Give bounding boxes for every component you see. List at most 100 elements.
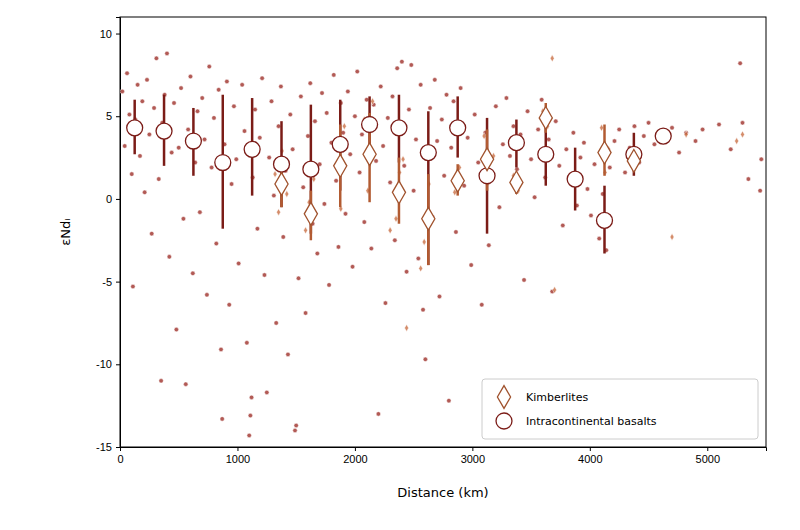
summary-marker (127, 120, 143, 136)
sample-point (582, 140, 587, 145)
x-tick-mark (590, 447, 591, 451)
sample-point (260, 76, 265, 81)
sample-point (480, 303, 485, 308)
y-tick-label: -15 (96, 441, 112, 453)
sample-point (418, 83, 423, 88)
y-axis: -15-10-50510 (96, 18, 120, 454)
sample-point (553, 119, 558, 124)
sample-point (131, 284, 136, 289)
sample-point (227, 303, 232, 308)
sample-point (154, 56, 159, 61)
summary-marker (539, 106, 552, 129)
sample-point (504, 96, 509, 101)
sample-point (322, 202, 327, 207)
x-tick-mark (707, 447, 708, 451)
sample-point (138, 154, 143, 159)
summary-markers (275, 106, 641, 230)
sample-point (564, 147, 569, 152)
sample-point (652, 142, 657, 147)
sample-point (388, 180, 393, 185)
sample-point (294, 423, 299, 428)
sample-point (646, 121, 651, 126)
sample-point (355, 69, 360, 74)
sample-point (539, 97, 544, 102)
sample-point (700, 127, 705, 132)
x-tick-mark (237, 447, 238, 451)
sample-point (390, 94, 395, 99)
sample-point (374, 159, 379, 164)
sample-point (758, 188, 763, 193)
sample-point (234, 157, 239, 162)
sample-point (232, 104, 237, 109)
sample-point (200, 96, 205, 101)
sample-point (267, 155, 272, 160)
sample-point (735, 138, 739, 145)
x-tick-label: 3000 (461, 453, 485, 465)
sample-point (592, 162, 597, 167)
x-tick-label: 0 (117, 453, 123, 465)
sample-point (157, 177, 162, 182)
y-tick: -15 (96, 441, 120, 453)
sample-point (301, 185, 306, 190)
sample-point (346, 89, 351, 94)
sample-point (497, 205, 502, 210)
y-tick-mark (116, 199, 120, 200)
sample-point (404, 269, 409, 274)
summary-marker (451, 169, 464, 192)
summary-marker (185, 133, 201, 149)
legend-marker (496, 413, 512, 429)
sample-point (465, 135, 470, 140)
summary-marker (450, 120, 466, 136)
sample-point (759, 157, 764, 162)
sample-point (381, 144, 386, 149)
sample-point (236, 261, 241, 266)
sample-point (571, 131, 576, 136)
sample-point (176, 145, 181, 150)
sample-point (188, 74, 193, 79)
sample-point (546, 137, 551, 142)
x-tick-mark (355, 447, 356, 451)
sample-point (401, 156, 405, 163)
sample-point (578, 155, 583, 160)
sample-point (421, 307, 426, 312)
summary-marker (332, 136, 348, 152)
error-bars (135, 95, 634, 265)
sample-point (122, 144, 127, 149)
sample-point (729, 147, 734, 152)
sample-point (308, 81, 313, 86)
sample-point (589, 213, 594, 218)
sample-point (348, 152, 353, 157)
sample-point (597, 236, 602, 241)
legend-marker (497, 386, 510, 409)
sample-point (149, 231, 154, 236)
sample-point (357, 170, 362, 175)
sample-point (127, 112, 132, 117)
sample-point (717, 122, 722, 127)
y-tick-mark (116, 282, 120, 283)
sample-point (288, 112, 293, 117)
sample-point (209, 165, 214, 170)
sample-point (617, 127, 622, 132)
y-tick-mark (116, 34, 120, 35)
summary-markers (127, 117, 672, 229)
sample-point (181, 217, 186, 222)
sample-point (277, 209, 281, 216)
summary-marker (391, 120, 407, 136)
sample-point (525, 109, 530, 114)
sample-point (476, 160, 481, 165)
sample-point (508, 154, 513, 159)
sample-point (191, 271, 196, 276)
sample-point (402, 164, 407, 169)
x-tick-label: 1000 (226, 453, 250, 465)
sample-point (378, 84, 383, 89)
summary-marker (420, 145, 436, 161)
sample-point (670, 233, 674, 240)
sample-point (494, 104, 499, 109)
sample-point (120, 89, 125, 94)
sample-point (324, 111, 329, 116)
sample-point (585, 187, 590, 192)
sample-point (145, 78, 150, 83)
sample-point (632, 124, 637, 129)
sample-point (343, 212, 348, 217)
y-tick: 5 (106, 110, 120, 122)
